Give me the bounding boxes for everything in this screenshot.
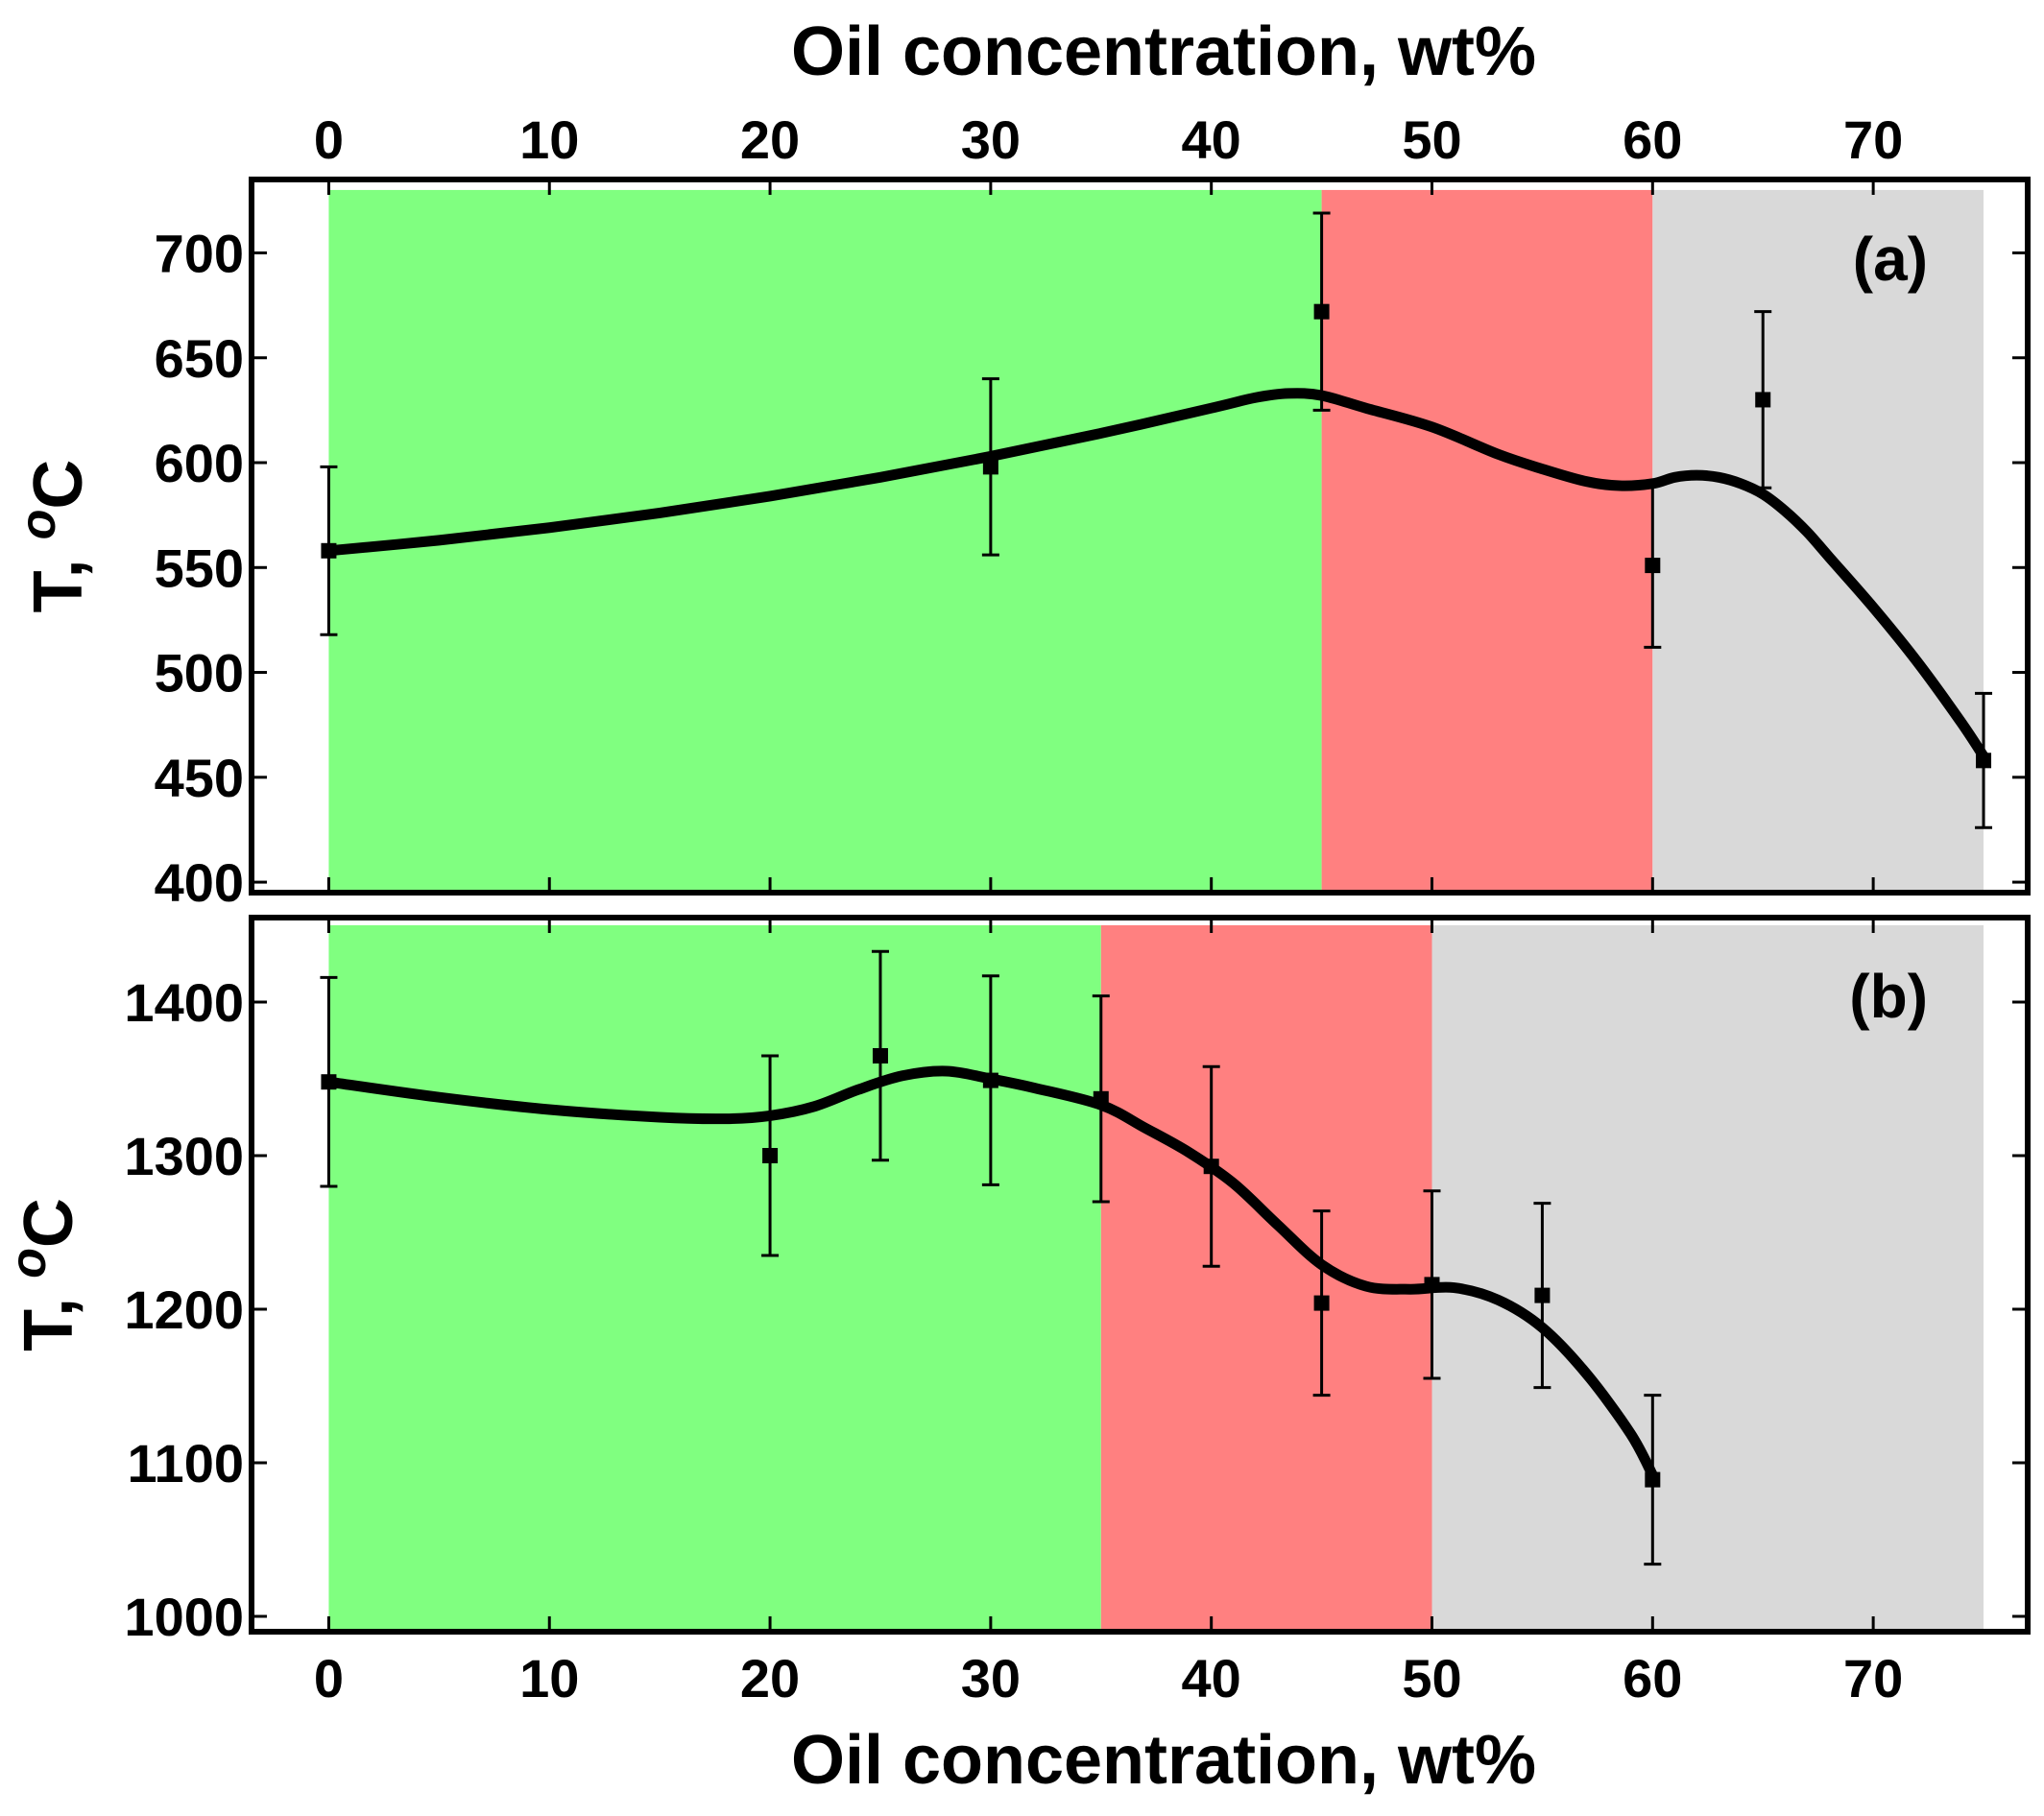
- panel-b-data-point-9: [1645, 1471, 1661, 1488]
- panel-b-label: (b): [1849, 962, 1928, 1031]
- panel-a-red-region: [1321, 189, 1653, 894]
- panel-a-y-axis-title-base: T,: [20, 539, 97, 612]
- panel-b-data-point-6: [1313, 1295, 1330, 1311]
- panel-b-ytick-label-2: 1200: [124, 1279, 244, 1340]
- panel-a-data-point-5: [1976, 753, 1992, 769]
- panel-b-red-region: [1100, 925, 1432, 1632]
- panel-a-ytick-label-1: 450: [155, 748, 244, 808]
- panel-b-ytick-label-1: 1100: [128, 1433, 245, 1493]
- panel-a-xtick-label-3: 30: [961, 109, 1021, 170]
- panel-b-xtick-label-2: 20: [740, 1648, 800, 1708]
- panel-a-label: (a): [1853, 225, 1928, 294]
- panel-b-green-region: [328, 925, 1101, 1632]
- panel-a-xtick-label-7: 70: [1843, 109, 1903, 170]
- panel-a-ytick-label-5: 650: [155, 328, 244, 389]
- panel-a-data-point-0: [321, 542, 337, 559]
- panel-a-ytick-label-0: 400: [155, 852, 244, 913]
- panel-b-y-axis-title-unit: C: [11, 1198, 87, 1248]
- panel-b-xtick-label-7: 70: [1843, 1648, 1903, 1708]
- panel-a-fit-curve: [323, 388, 1989, 762]
- panel-b-y-axis-title-base: T,: [11, 1278, 87, 1351]
- panel-b-xtick-label-4: 40: [1182, 1648, 1241, 1708]
- panel-a-ytick-label-2: 500: [155, 643, 244, 704]
- panel-a-x-axis-title: Oil concentration, wt%: [791, 13, 1536, 90]
- panel-b-y-axis-title-degree: o: [1, 1248, 57, 1278]
- panel-b-data-point-7: [1424, 1277, 1440, 1293]
- panel-b: 1000 1100 1200 1300 1400 0 10 20 30 40 50 60 70 Oil c…: [1, 915, 2031, 1799]
- panel-a-green-region: [328, 189, 1322, 894]
- panel-b-data-point-0: [321, 1074, 337, 1090]
- panel-b-ytick-label-0: 1000: [124, 1587, 244, 1647]
- panel-b-data-point-4: [1093, 1090, 1109, 1107]
- panel-b-xtick-label-5: 50: [1402, 1648, 1461, 1708]
- panel-a-data-point-4: [1755, 392, 1771, 408]
- panel-a-xtick-label-2: 20: [740, 109, 800, 170]
- panel-a-data-point-1: [982, 459, 998, 475]
- panel-b-xtick-label-0: 0: [314, 1648, 344, 1708]
- panel-a-frame: [249, 177, 2031, 896]
- panel-b-gray-region: [1431, 925, 1984, 1632]
- panel-b-data-point-8: [1534, 1287, 1551, 1303]
- panel-b-data-point-2: [872, 1048, 888, 1063]
- panel-b-data-point-5: [1203, 1159, 1219, 1175]
- panel-a-ytick-label-3: 550: [155, 538, 244, 598]
- panel-a-xtick-label-5: 50: [1402, 109, 1461, 170]
- panel-b-data-point-3: [982, 1072, 998, 1088]
- panel-b-data-point-1: [762, 1148, 779, 1163]
- panel-b-frame: [249, 915, 2031, 1635]
- panel-a-ytick-label-6: 700: [155, 223, 244, 283]
- panel-a-xtick-label-0: 0: [314, 109, 344, 170]
- panel-b-ytick-label-4: 1400: [124, 972, 244, 1033]
- panel-a-ytick-label-4: 600: [155, 433, 244, 493]
- panel-b-x-axis-title: Oil concentration, wt%: [791, 1722, 1536, 1799]
- panel-a: 400 450 500 550 600 650 700 0 10 20 30 40 50 60 70 Oil …: [11, 13, 2031, 913]
- panel-b-ytick-label-3: 1300: [124, 1126, 244, 1186]
- panel-a-y-axis-title-degree: o: [11, 510, 66, 540]
- panel-a-data-point-3: [1645, 558, 1661, 574]
- panel-a-y-axis-title-unit: C: [20, 460, 97, 510]
- panel-b-y-axis-title: T, oC: [1, 1198, 87, 1351]
- panel-a-data-point-2: [1313, 303, 1330, 320]
- panel-b-xtick-label-1: 10: [519, 1648, 579, 1708]
- panel-a-xtick-label-4: 40: [1182, 109, 1241, 170]
- panel-b-xtick-label-6: 60: [1623, 1648, 1682, 1708]
- panel-a-xtick-label-1: 10: [519, 109, 579, 170]
- panel-a-xtick-label-6: 60: [1623, 109, 1682, 170]
- panel-b-xtick-label-3: 30: [961, 1648, 1021, 1708]
- panel-a-y-axis-title: T, oC: [11, 460, 97, 613]
